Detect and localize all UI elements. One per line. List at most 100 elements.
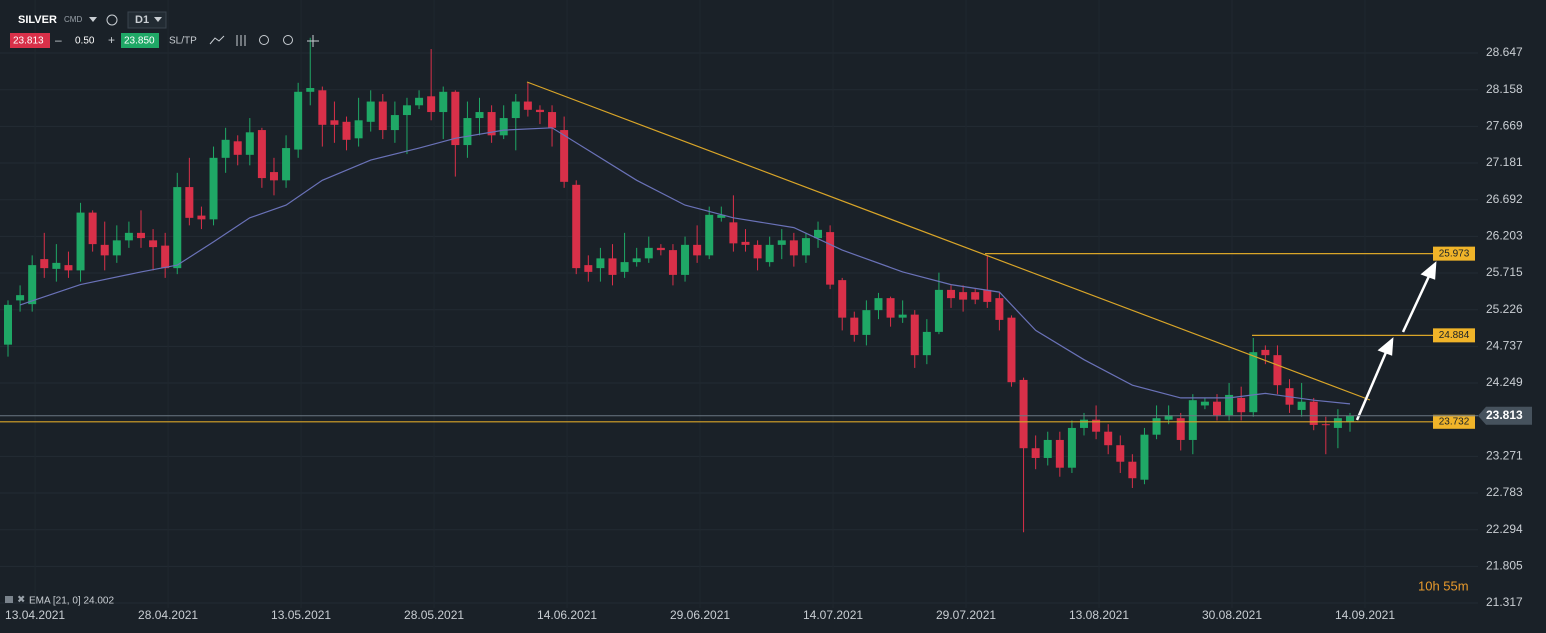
candle-body [88,212,97,245]
candle-body [1019,379,1028,449]
y-tick-label: 24.737 [1486,339,1523,353]
x-tick-label: 30.08.2021 [1202,608,1262,622]
candle-body [463,118,472,146]
candle-body [1321,424,1330,426]
candle-body [390,115,399,131]
move-icon[interactable] [307,35,319,47]
candle-body [1225,394,1234,416]
x-tick-label: 14.09.2021 [1335,608,1395,622]
candle-body [1152,418,1161,435]
svg-text:✖: ✖ [17,595,25,606]
trendline[interactable] [526,81,1371,401]
dropdown-icon[interactable] [154,17,162,22]
zoom-in-icon[interactable] [283,35,293,45]
candle-body [402,105,411,116]
candle-body [1128,461,1137,479]
candle-body [644,247,653,259]
candle-body [1213,401,1221,416]
volume[interactable]: 0.50 [75,36,95,47]
candle-body [693,244,702,256]
candle-body [789,240,798,256]
plot-area [0,37,1478,604]
candle-tool-icon[interactable] [236,35,246,46]
candle-body [1261,349,1270,356]
candle-body [378,101,387,131]
info-icon[interactable] [106,14,118,26]
candle-body [342,121,351,140]
candle-body [1116,445,1125,462]
x-tick-label: 14.07.2021 [803,608,863,622]
candle-body [487,112,496,136]
candle-body [1043,439,1052,458]
bid[interactable]: 23.813 [13,36,44,47]
ask-box[interactable] [121,33,159,48]
y-tick-label: 27.669 [1486,119,1523,133]
candle-body [1031,448,1040,458]
candle-body [1200,401,1209,406]
candle-body [777,240,786,245]
candle-body [656,247,665,251]
candle-body [620,262,629,272]
candle-body [1164,415,1173,420]
candle-body [511,101,520,119]
candle-body [439,91,448,113]
candle-body [753,244,762,259]
symbol[interactable]: SILVER [18,14,57,26]
y-tick-label: 27.181 [1486,155,1523,169]
candle-body [1055,439,1064,468]
x-tick-label: 13.04.2021 [5,608,65,622]
market: CMD [64,15,82,24]
bid-box[interactable] [10,33,50,48]
candle-body [886,298,895,318]
candle-body [100,244,109,256]
timeframe-box[interactable] [127,11,167,29]
indicator-legend: ✖ [5,595,25,606]
y-tick-label: 28.647 [1486,45,1523,59]
candle-body [826,232,835,285]
plus[interactable]: + [108,33,115,47]
candle-body [548,112,557,128]
x-tick-label: 29.06.2021 [670,608,730,622]
candle-body [922,331,931,356]
candle-body [112,240,121,256]
y-tick-label: 28.158 [1486,82,1523,96]
x-tick-label: 29.07.2021 [936,608,996,622]
candle-body [245,132,254,155]
line-tool-icon[interactable] [209,35,225,45]
candle-body [52,262,61,269]
dropdown-icon[interactable] [89,17,97,22]
candle-body [801,238,810,256]
zoom-out-icon[interactable] [259,35,269,45]
minus[interactable]: – [55,33,62,47]
candle-body [149,240,158,248]
candle-body [499,118,508,136]
level-label: 23.732 [1439,416,1470,427]
candle-body [862,310,871,335]
candle-body [910,314,919,356]
candle-body [136,232,145,239]
candle-body [354,120,363,139]
candle-body [971,292,980,300]
candle-body [959,292,968,300]
sltp[interactable]: SL/TP [169,36,197,47]
x-tick-label: 14.06.2021 [537,608,597,622]
candle-body [560,130,569,182]
candle-body [124,232,133,241]
candle-body [983,289,992,302]
candle-body [705,214,714,256]
level-label-box [1433,246,1475,261]
countdown: 10h 55m [1418,578,1469,593]
timeframe[interactable]: D1 [135,14,149,26]
candle-body [1176,418,1185,440]
y-tick-label: 22.783 [1486,485,1523,499]
candle-body [814,229,823,239]
candle-body [76,212,85,271]
candle-body [898,314,907,318]
ask[interactable]: 23.850 [124,36,155,47]
level-label-box [1433,328,1475,343]
y-tick-label: 25.715 [1486,265,1523,279]
candle-body [1333,418,1342,428]
y-tick-label: 21.805 [1486,559,1523,573]
candle-body [197,215,206,220]
